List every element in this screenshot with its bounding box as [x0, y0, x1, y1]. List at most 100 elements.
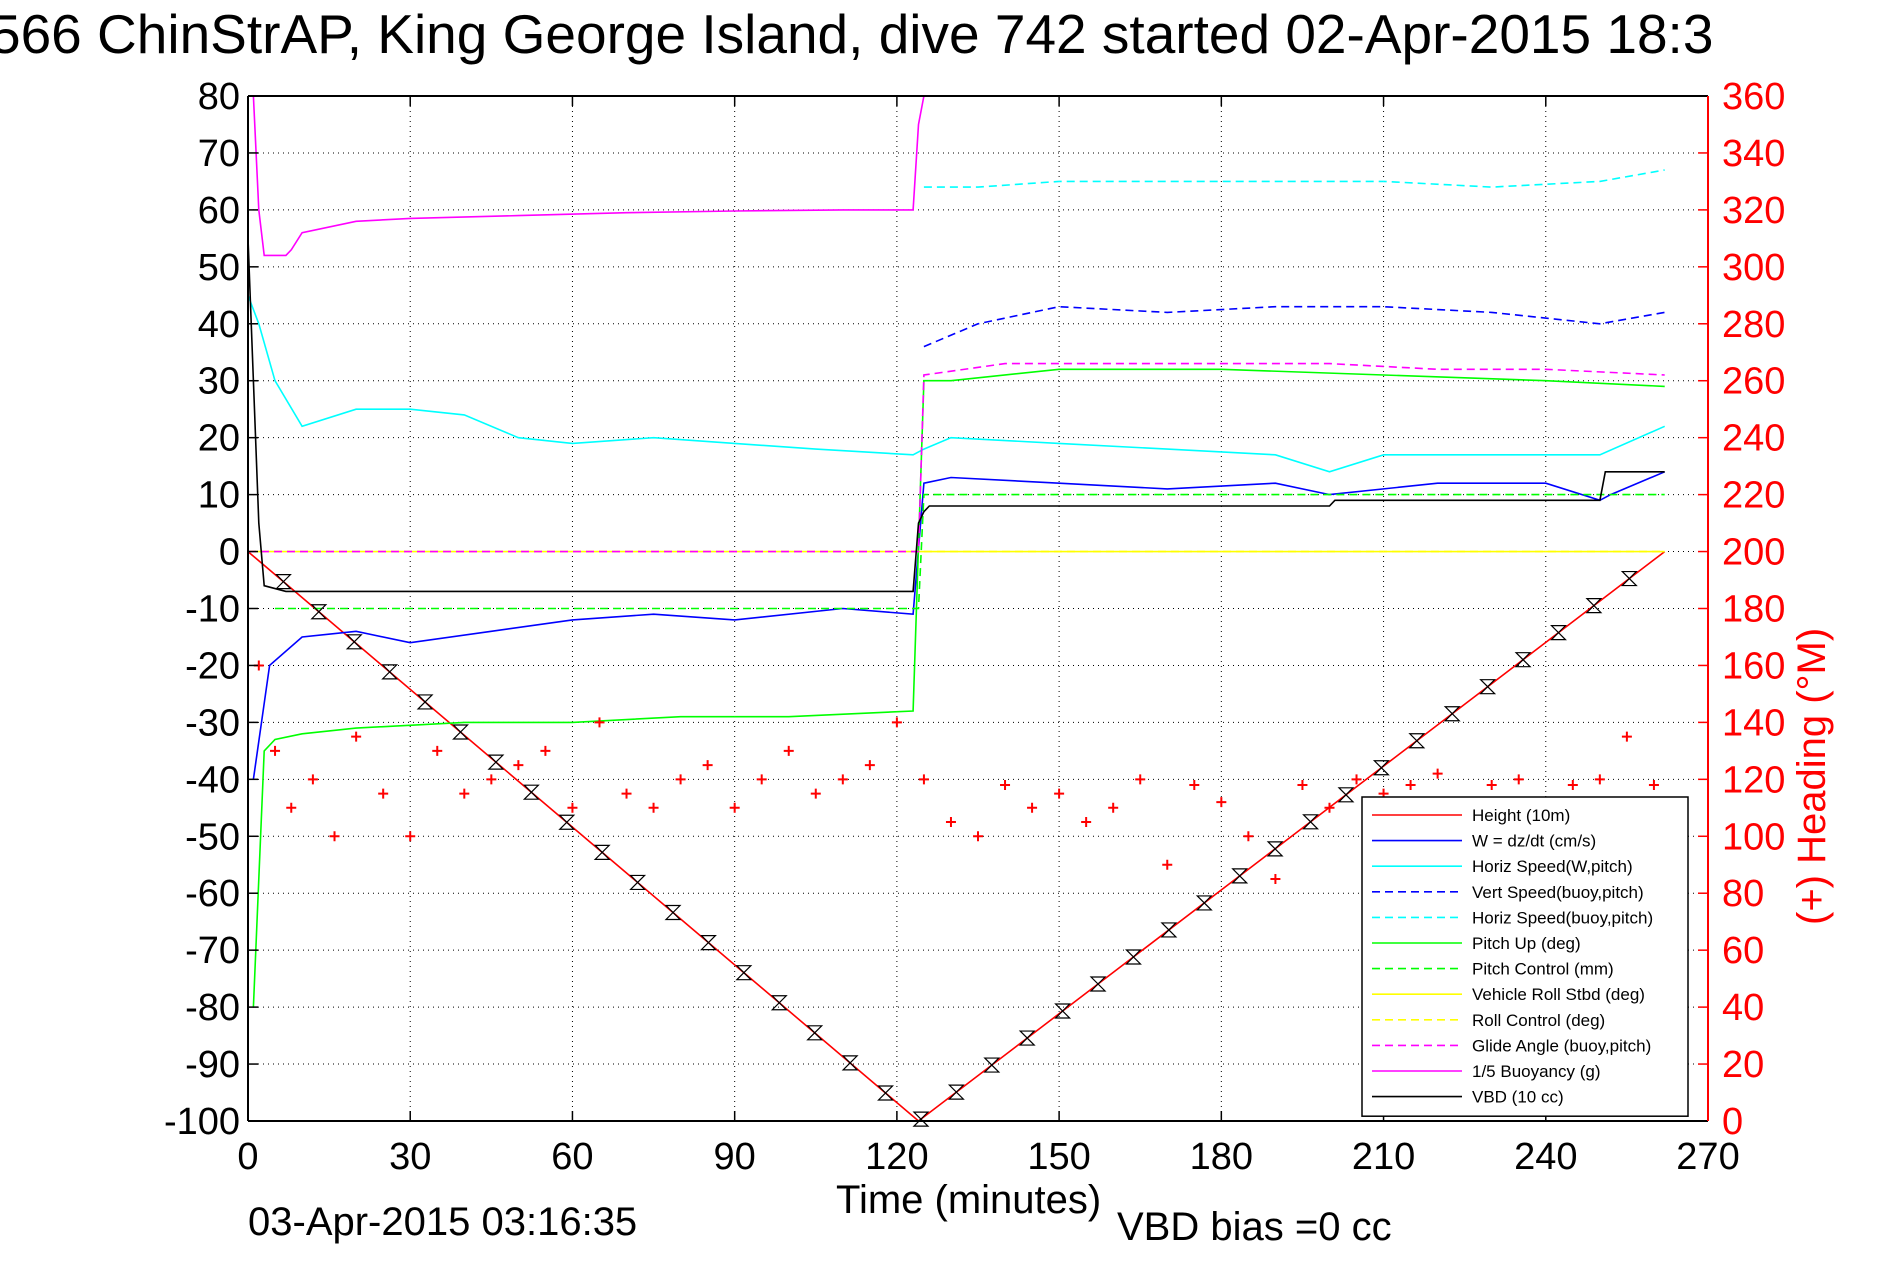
vbd-marker — [629, 874, 647, 891]
vbd-marker — [452, 724, 469, 740]
x-axis-label: Time (minutes) — [836, 1178, 1102, 1222]
heading-point — [1135, 774, 1146, 785]
y2-tick-label: 80 — [1722, 873, 1764, 915]
vbd-marker — [1125, 949, 1142, 965]
heading-point — [486, 774, 497, 785]
heading-point — [513, 760, 524, 771]
heading-point — [973, 831, 983, 842]
y-tick-label: -80 — [185, 987, 240, 1029]
axes-layer: 0 30 60 90 120 150 180 210 240 270 80 70 60 50 40 30 20 1… — [164, 76, 1785, 1178]
y2-tick-label: 340 — [1722, 133, 1785, 175]
series-11-line — [247, 238, 1665, 593]
y2-tick-label: 220 — [1722, 475, 1785, 517]
heading-point — [594, 717, 605, 728]
vbd-marker — [1266, 841, 1284, 857]
heading-point — [837, 774, 848, 785]
series-4-line — [923, 169, 1665, 188]
heading-point — [891, 717, 902, 728]
heading-point — [1405, 780, 1416, 791]
vbd-marker — [416, 694, 434, 710]
vbd-marker — [664, 904, 682, 921]
legend-entry: 1/5 Buoyancy (g) — [1472, 1062, 1601, 1081]
heading-point — [648, 802, 659, 813]
vbd-marker — [487, 754, 505, 770]
legend-box — [1361, 796, 1689, 1117]
y2-tick-label: 100 — [1722, 816, 1785, 858]
legend-entry: Horiz Speed(buoy,pitch) — [1472, 908, 1653, 927]
legend-entry: W = dz/dt (cm/s) — [1472, 832, 1596, 851]
y-tick-label: 10 — [198, 475, 240, 517]
heading-point — [1054, 788, 1065, 799]
series-2-line — [247, 295, 1666, 473]
vbd-marker — [1018, 1030, 1036, 1046]
footer-bias: VBD bias =0 cc — [1117, 1205, 1392, 1249]
y-tick-label: -20 — [185, 645, 240, 687]
y2-tick-label: 280 — [1722, 304, 1785, 346]
vbd-marker — [1550, 625, 1567, 641]
y2-tick-label: 300 — [1722, 247, 1785, 289]
series-10-line — [252, 95, 925, 257]
vbd-marker — [735, 965, 753, 981]
x-tick-label: 270 — [1676, 1136, 1739, 1178]
y2-tick-label: 180 — [1722, 589, 1785, 631]
vbd-marker — [1231, 868, 1249, 884]
heading-point — [756, 774, 767, 785]
x-tick-label: 0 — [237, 1136, 258, 1178]
vbd-marker — [1585, 598, 1603, 614]
x-tick-label: 120 — [865, 1136, 928, 1178]
vbd-marker — [947, 1084, 965, 1100]
heading-point — [864, 760, 875, 771]
heading-point — [1594, 774, 1605, 785]
x-tick-label: 240 — [1514, 1136, 1577, 1178]
vbd-marker — [806, 1025, 824, 1041]
heading-point — [1648, 780, 1659, 791]
heading-point — [307, 774, 318, 785]
legend: Height (10m) W = dz/dt (cm/s) Horiz Speed(… — [1361, 796, 1689, 1117]
y-tick-label: 0 — [219, 532, 240, 574]
heading-point — [1081, 817, 1092, 828]
vbd-marker — [699, 934, 717, 951]
x-tick-label: 30 — [389, 1136, 431, 1178]
y-tick-label: -60 — [185, 873, 240, 915]
vbd-marker — [770, 995, 788, 1011]
legend-entry: Roll Control (deg) — [1472, 1011, 1605, 1030]
heading-point — [286, 802, 297, 813]
vbd-marker — [1302, 814, 1320, 830]
y-tick-label: -40 — [185, 759, 240, 801]
heading-point — [351, 731, 362, 742]
legend-entry: Glide Angle (buoy,pitch) — [1472, 1036, 1651, 1055]
y-tick-label: 60 — [198, 190, 240, 232]
vbd-marker — [877, 1085, 894, 1101]
footer-date: 03-Apr-2015 03:16:35 — [248, 1200, 638, 1244]
y2-tick-label: 60 — [1722, 930, 1764, 972]
y2-tick-label: 200 — [1722, 532, 1785, 574]
y-tick-label: -30 — [185, 702, 240, 744]
heading-point — [729, 802, 740, 813]
vbd-marker — [274, 574, 292, 590]
vbd-marker — [1195, 895, 1213, 911]
y2-tick-label: 160 — [1722, 645, 1785, 687]
heading-point — [329, 831, 340, 842]
heading-point — [1432, 768, 1443, 779]
heading-point — [675, 774, 686, 785]
vbd-marker — [345, 634, 363, 650]
y2-axis-label: (+) Heading (°M) — [1790, 627, 1834, 925]
y2-tick-label: 120 — [1722, 759, 1785, 801]
series-9-line — [248, 362, 1665, 553]
heading-point — [945, 817, 956, 828]
vbd-marker — [1479, 679, 1497, 695]
heading-point — [1567, 780, 1578, 791]
vbd-marker — [1443, 706, 1461, 722]
y-tick-label: -10 — [185, 589, 240, 631]
y-tick-label: -50 — [185, 816, 240, 858]
heading-point — [459, 788, 470, 799]
vbd-marker — [522, 784, 540, 800]
legend-entry: VBD (10 cc) — [1472, 1088, 1564, 1107]
legend-entry: Vert Speed(buoy,pitch) — [1472, 883, 1644, 902]
heading-point — [1216, 797, 1227, 808]
y2-tick-label: 40 — [1722, 987, 1764, 1029]
heading-point — [567, 802, 578, 813]
y2-tick-label: 140 — [1722, 702, 1785, 744]
x-tick-label: 180 — [1190, 1136, 1253, 1178]
y-tick-label: 80 — [198, 76, 240, 118]
